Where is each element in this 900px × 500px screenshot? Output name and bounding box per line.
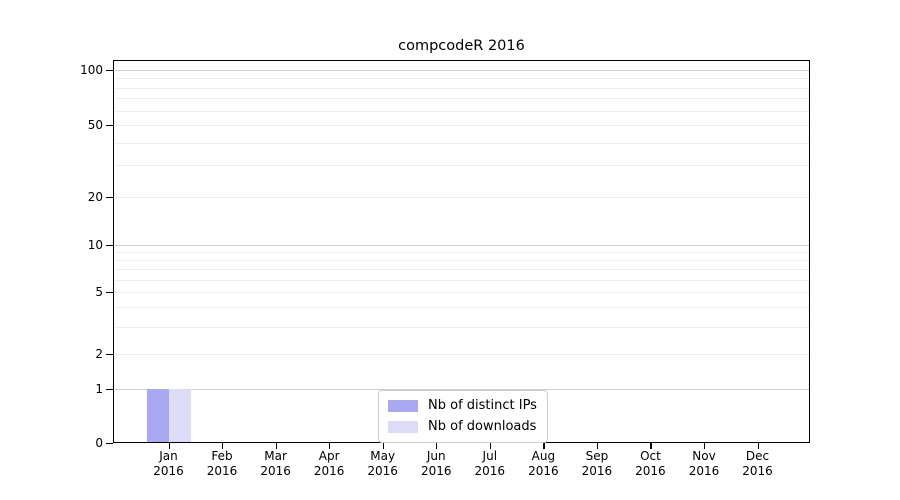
x-tick-label-line: 2016 — [313, 464, 345, 478]
x-tick-label-line: 2016 — [474, 464, 506, 478]
x-tick-label-line: Feb — [211, 449, 233, 463]
x-tick-label-line: 2016 — [742, 464, 773, 478]
gridline-major — [113, 389, 810, 390]
x-tick-label: Feb 2016 — [194, 449, 250, 479]
x-tick-label-line: Apr — [318, 449, 340, 463]
x-tick-label-line: 2016 — [153, 464, 184, 478]
gridline-minor — [113, 307, 810, 309]
y-tick-mark — [106, 245, 113, 247]
x-tick-label-line: Oct — [640, 449, 661, 463]
x-tick-mark — [757, 443, 759, 449]
x-tick-label-line: Dec — [745, 449, 770, 463]
y-tick-label: 2 — [95, 347, 103, 361]
legend-item-distinct-ips: Nb of distinct IPs — [388, 397, 537, 415]
gridline-minor — [113, 260, 810, 262]
x-tick-label-line: 2016 — [528, 464, 559, 478]
x-tick-mark — [543, 443, 545, 449]
gridline-minor — [113, 98, 810, 100]
gridline-major — [113, 245, 810, 246]
y-tick-mark — [106, 389, 113, 391]
y-tick-label: 0 — [95, 436, 103, 450]
gridline-minor — [113, 78, 810, 80]
chart-title: compcodeR 2016 — [398, 38, 525, 54]
x-tick-label: Jun 2016 — [408, 449, 464, 479]
legend-swatch-downloads — [388, 421, 418, 433]
x-tick-label: Dec 2016 — [730, 449, 786, 479]
bar-nb-of-distinct-ips — [146, 389, 169, 443]
gridline-major — [113, 70, 810, 71]
x-tick-mark — [650, 443, 652, 449]
gridline-minor — [113, 354, 810, 355]
y-tick-label: 5 — [95, 285, 103, 299]
x-tick-label-line: 2016 — [206, 464, 238, 478]
legend: Nb of distinct IPs Nb of downloads — [378, 390, 548, 443]
x-tick-label: Apr 2016 — [301, 449, 357, 479]
y-tick-mark — [106, 443, 113, 445]
y-tick-label: 1 — [95, 382, 103, 396]
gridline-minor — [113, 292, 810, 293]
x-tick-label: Aug 2016 — [515, 449, 571, 479]
legend-item-downloads: Nb of downloads — [388, 418, 537, 436]
x-tick-label: Jan 2016 — [141, 449, 197, 479]
gridline-minor — [113, 142, 810, 144]
gridline-minor — [113, 252, 810, 254]
x-tick-label-line: Jul — [482, 449, 498, 463]
x-tick-mark — [489, 443, 491, 449]
x-tick-mark — [704, 443, 706, 449]
x-tick-label-line: Aug — [531, 449, 556, 463]
x-tick-label-line: Jun — [426, 449, 446, 463]
gridline-minor — [113, 87, 810, 89]
y-tick-label: 10 — [87, 238, 103, 252]
x-tick-label: Jul 2016 — [462, 449, 518, 479]
x-tick-label-line: 2016 — [420, 464, 452, 478]
gridline-minor — [113, 110, 810, 112]
x-tick-mark — [596, 443, 599, 449]
gridline-minor — [113, 279, 810, 281]
x-tick-mark — [275, 443, 277, 449]
y-tick-label: 100 — [80, 63, 103, 77]
x-tick-label-line: 2016 — [581, 464, 613, 478]
x-tick-label-line: Jan — [159, 449, 178, 463]
x-tick-label-line: Nov — [692, 449, 716, 463]
x-tick-label: Mar 2016 — [248, 449, 304, 479]
x-tick-mark — [382, 443, 384, 449]
plot-area: Nb of distinct IPs Nb of downloads — [113, 60, 810, 443]
x-tick-mark — [329, 443, 331, 449]
x-tick-label-line: May — [370, 449, 396, 463]
bar-nb-of-downloads — [168, 389, 191, 443]
y-tick-label: 20 — [87, 190, 103, 204]
gridline-minor — [113, 269, 810, 271]
legend-label-distinct-ips: Nb of distinct IPs — [428, 398, 537, 413]
x-tick-label-line: 2016 — [688, 464, 720, 478]
y-tick-mark — [106, 125, 113, 127]
gridline-minor — [113, 165, 810, 167]
x-tick-mark — [222, 443, 224, 449]
x-tick-label-line: 2016 — [635, 464, 666, 478]
legend-swatch-distinct-ips — [388, 400, 418, 412]
x-tick-label-line: Sep — [585, 449, 609, 463]
y-tick-mark — [106, 292, 113, 294]
gridline-minor — [113, 125, 810, 126]
x-tick-label: Sep 2016 — [569, 449, 625, 479]
x-tick-mark — [436, 443, 438, 449]
gridline-minor — [113, 197, 810, 198]
x-tick-label: Oct 2016 — [622, 449, 678, 479]
x-tick-label-line: Mar — [264, 449, 287, 463]
y-tick-mark — [106, 197, 113, 199]
gridline-minor — [113, 326, 810, 328]
x-tick-label: May 2016 — [355, 449, 411, 479]
x-tick-label-line: 2016 — [367, 464, 398, 478]
y-tick-mark — [106, 70, 113, 72]
x-tick-label: Nov 2016 — [676, 449, 732, 479]
x-tick-mark — [168, 443, 170, 449]
y-tick-mark — [106, 354, 113, 356]
x-tick-label-line: 2016 — [260, 464, 291, 478]
y-tick-label: 50 — [87, 118, 103, 132]
legend-label-downloads: Nb of downloads — [428, 419, 537, 434]
